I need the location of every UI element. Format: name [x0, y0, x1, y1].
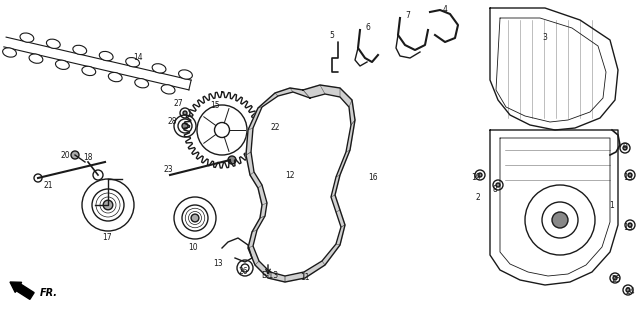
- Text: 16: 16: [368, 173, 378, 182]
- Ellipse shape: [108, 72, 122, 82]
- Text: 27: 27: [173, 100, 183, 108]
- Text: 8: 8: [492, 186, 497, 195]
- Text: 18: 18: [83, 154, 93, 163]
- Ellipse shape: [29, 54, 43, 63]
- Text: 23: 23: [163, 165, 173, 174]
- Circle shape: [228, 156, 236, 164]
- Text: 17: 17: [102, 234, 112, 243]
- Ellipse shape: [152, 64, 166, 73]
- Text: 19: 19: [623, 173, 633, 182]
- Ellipse shape: [20, 33, 34, 42]
- Circle shape: [628, 223, 632, 227]
- Text: 1: 1: [610, 201, 614, 210]
- Text: 5: 5: [329, 31, 334, 41]
- Circle shape: [613, 276, 617, 280]
- FancyArrow shape: [10, 282, 34, 300]
- Text: 7: 7: [406, 12, 410, 20]
- Polygon shape: [246, 85, 355, 282]
- Ellipse shape: [178, 70, 192, 79]
- Circle shape: [182, 123, 188, 129]
- Text: 28: 28: [168, 117, 176, 126]
- Circle shape: [496, 183, 500, 187]
- Text: 10: 10: [188, 244, 198, 252]
- Ellipse shape: [55, 60, 69, 69]
- Circle shape: [71, 151, 79, 159]
- Ellipse shape: [135, 78, 148, 88]
- Ellipse shape: [3, 48, 17, 57]
- Text: 26: 26: [238, 268, 248, 276]
- Text: 3: 3: [543, 34, 547, 43]
- Text: E-13: E-13: [261, 270, 278, 279]
- Text: FR.: FR.: [40, 288, 58, 298]
- Ellipse shape: [161, 85, 175, 94]
- Text: 6: 6: [366, 22, 371, 31]
- Text: 2: 2: [476, 194, 480, 203]
- Ellipse shape: [125, 58, 140, 67]
- Circle shape: [265, 135, 271, 141]
- Text: 19: 19: [623, 223, 633, 233]
- Ellipse shape: [73, 45, 87, 55]
- Circle shape: [623, 146, 627, 150]
- Text: 11: 11: [300, 274, 310, 283]
- Ellipse shape: [99, 52, 113, 61]
- Text: 19: 19: [471, 173, 481, 182]
- Text: 13: 13: [213, 259, 223, 268]
- Ellipse shape: [82, 66, 96, 76]
- Text: 9: 9: [622, 143, 627, 153]
- Text: 22: 22: [270, 124, 280, 132]
- Text: 25: 25: [611, 276, 621, 284]
- Circle shape: [626, 288, 630, 292]
- Circle shape: [478, 173, 482, 177]
- Text: 24: 24: [625, 287, 635, 297]
- Polygon shape: [251, 92, 351, 276]
- Circle shape: [183, 111, 187, 115]
- Circle shape: [552, 212, 568, 228]
- Text: 15: 15: [210, 101, 220, 110]
- Circle shape: [191, 214, 199, 222]
- Text: 12: 12: [285, 171, 295, 180]
- Text: 21: 21: [43, 180, 53, 189]
- Ellipse shape: [47, 39, 61, 48]
- Circle shape: [103, 200, 113, 210]
- Text: 20: 20: [60, 151, 70, 161]
- Text: 14: 14: [133, 52, 143, 61]
- Text: 4: 4: [443, 4, 447, 13]
- Circle shape: [628, 173, 632, 177]
